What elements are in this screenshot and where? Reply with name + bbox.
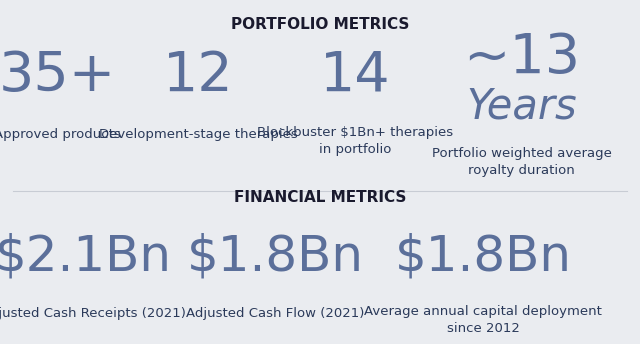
Text: Years: Years [467,86,577,128]
Text: Portfolio weighted average
royalty duration: Portfolio weighted average royalty durat… [431,147,612,177]
Text: ~13: ~13 [463,32,580,85]
Text: 35+: 35+ [0,49,116,103]
Text: $2.1Bn: $2.1Bn [0,232,172,280]
Text: 12: 12 [163,49,234,103]
Text: PORTFOLIO METRICS: PORTFOLIO METRICS [231,17,409,32]
Text: $1.8Bn: $1.8Bn [395,232,572,280]
Text: 14: 14 [320,49,390,103]
Text: FINANCIAL METRICS: FINANCIAL METRICS [234,190,406,205]
Text: Development-stage therapies: Development-stage therapies [99,128,298,141]
Text: $1.8Bn: $1.8Bn [187,232,364,280]
Text: Approved products: Approved products [0,128,121,141]
Text: Adjusted Cash Flow (2021): Adjusted Cash Flow (2021) [186,307,364,320]
Text: Blockbuster $1Bn+ therapies
in portfolio: Blockbuster $1Bn+ therapies in portfolio [257,126,453,156]
Text: Average annual capital deployment
since 2012: Average annual capital deployment since … [364,305,602,335]
Text: Adjusted Cash Receipts (2021): Adjusted Cash Receipts (2021) [0,307,186,320]
